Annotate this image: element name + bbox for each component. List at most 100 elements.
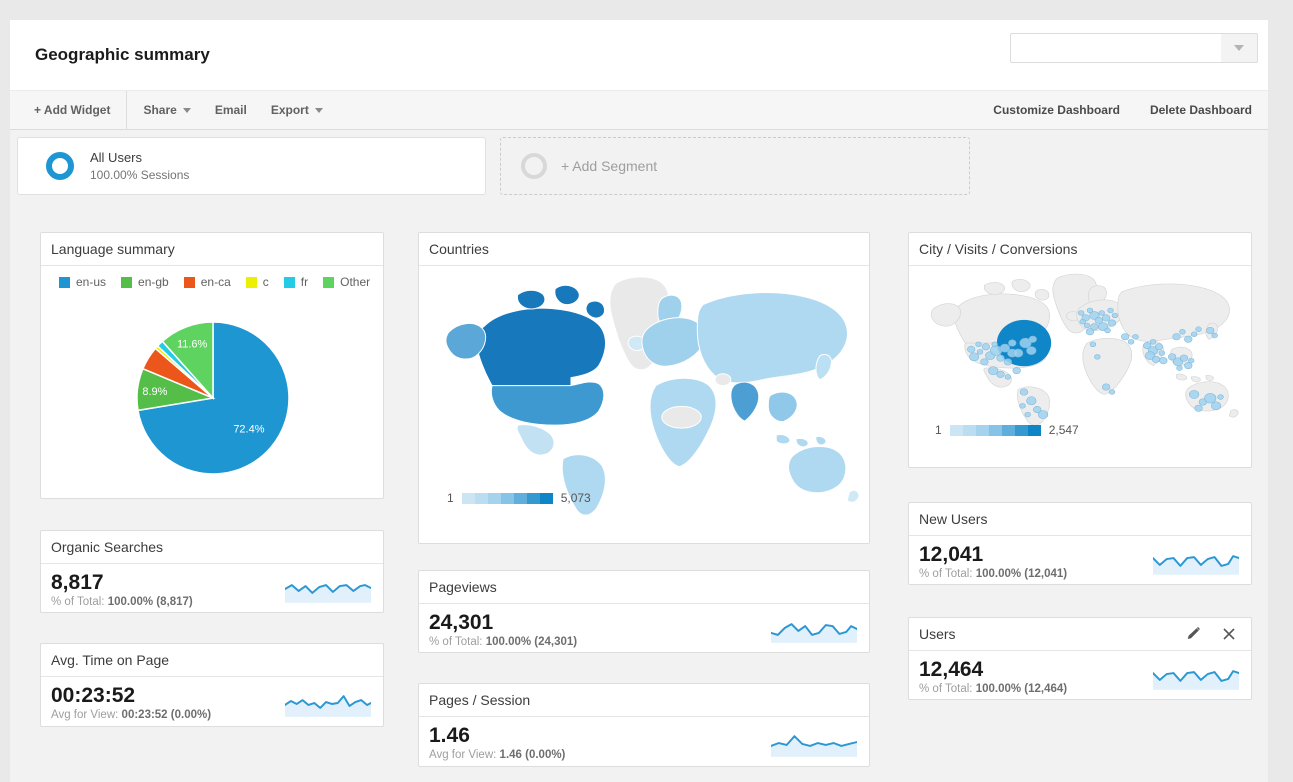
- edit-widget-icon[interactable]: [1185, 626, 1201, 642]
- scale-max-label: 5,073: [560, 491, 591, 505]
- metric-value: 1.46: [429, 724, 470, 747]
- scale-cell: [500, 492, 514, 504]
- sparkline-chart: [1153, 670, 1239, 690]
- caption-label: % of Total:: [919, 683, 973, 695]
- pie-legend: en-us en-gb en-ca c fr Other: [41, 266, 383, 289]
- widget-title: Organic Searches: [51, 539, 164, 555]
- date-range-select[interactable]: [1010, 33, 1258, 63]
- legend-label: en-gb: [138, 275, 169, 289]
- caption-label: Avg for View:: [429, 749, 497, 761]
- export-button[interactable]: Export: [259, 91, 335, 129]
- legend-item[interactable]: c: [245, 275, 269, 289]
- legend-item[interactable]: fr: [283, 275, 309, 289]
- scale-cell: [949, 424, 963, 436]
- widget-header: City / Visits / Conversions: [909, 233, 1251, 266]
- share-label: Share: [143, 103, 177, 117]
- caption-value: 00:23:52 (0.00%): [121, 709, 212, 721]
- scale-cell: [1027, 424, 1041, 436]
- widget-users: Users 12,464 % of Total: 100.00% (12,464…: [908, 617, 1252, 700]
- svg-text:11.6%: 11.6%: [177, 338, 208, 350]
- segment-subtitle: 100.00% Sessions: [90, 168, 190, 182]
- toolbar-divider: [126, 91, 128, 129]
- widget-title: Users: [919, 626, 956, 642]
- countries-choropleth-map[interactable]: [423, 269, 867, 521]
- widget-header: Users: [909, 618, 1251, 651]
- widget-new-users: New Users 12,041 % of Total: 100.00% (12…: [908, 502, 1252, 585]
- legend-item[interactable]: en-gb: [121, 275, 169, 289]
- widget-header-icons: [1185, 626, 1241, 642]
- chevron-down-icon: [314, 107, 323, 113]
- metric-value: 12,464: [919, 658, 984, 681]
- scale-cell: [962, 424, 976, 436]
- widget-title: Language summary: [51, 241, 175, 257]
- metric-caption: % of Total: 100.00% (12,041): [919, 568, 1251, 580]
- widget-header: Pageviews: [419, 571, 869, 604]
- widget-title: City / Visits / Conversions: [919, 241, 1078, 257]
- legend-label: fr: [300, 275, 309, 289]
- caption-label: % of Total:: [919, 568, 973, 580]
- widget-header: Pages / Session: [419, 684, 869, 717]
- segment-all-users[interactable]: All Users 100.00% Sessions: [17, 137, 486, 195]
- email-label: Email: [214, 103, 247, 117]
- legend-item[interactable]: en-us: [59, 275, 106, 289]
- email-button[interactable]: Email: [203, 91, 259, 129]
- caption-value: 100.00% (8,817): [107, 596, 193, 608]
- metric-caption: % of Total: 100.00% (8,817): [51, 596, 383, 608]
- add-widget-button[interactable]: + Add Widget: [22, 91, 122, 129]
- add-segment-ring-icon: [521, 153, 547, 179]
- sparkline-chart: [285, 584, 371, 603]
- scale-cell: [1014, 424, 1028, 436]
- widget-header: New Users: [909, 503, 1251, 536]
- widget-language-summary: Language summary en-us en-gb en-ca c fr Other…: [40, 232, 384, 499]
- delete-dashboard-button[interactable]: Delete Dashboard: [1150, 91, 1252, 129]
- caption-value: 100.00% (24,301): [485, 636, 578, 648]
- scale-cell: [975, 424, 989, 436]
- chevron-down-icon: [1221, 34, 1257, 62]
- city-bubble-map[interactable]: [914, 269, 1244, 429]
- share-button[interactable]: Share: [131, 91, 202, 129]
- metric-caption: Avg for View: 00:23:52 (0.00%): [51, 709, 383, 721]
- city-map-scale: 1 2,547: [935, 423, 1079, 437]
- legend-item[interactable]: Other: [323, 275, 370, 289]
- scale-cell: [988, 424, 1002, 436]
- widget-title: Avg. Time on Page: [51, 652, 170, 668]
- caption-label: % of Total:: [429, 636, 483, 648]
- legend-label: Other: [340, 275, 371, 289]
- widget-title: Pageviews: [429, 579, 497, 595]
- legend-item[interactable]: en-ca: [183, 275, 231, 289]
- svg-text:72.4%: 72.4%: [233, 423, 264, 435]
- widget-avg-time-on-page: Avg. Time on Page 00:23:52 Avg for View:…: [40, 643, 384, 727]
- scale-gradient-bar: [949, 424, 1041, 436]
- scale-cell: [461, 492, 475, 504]
- metric-value: 12,041: [919, 543, 984, 566]
- scale-max-label: 2,547: [1048, 423, 1079, 437]
- legend-swatch: [183, 276, 195, 288]
- caption-value: 100.00% (12,041): [975, 568, 1068, 580]
- customize-dashboard-button[interactable]: Customize Dashboard: [993, 91, 1120, 129]
- metric-value: 24,301: [429, 611, 494, 634]
- caption-value: 1.46 (0.00%): [499, 749, 566, 761]
- action-bar-right: Customize Dashboard Delete Dashboard: [993, 91, 1268, 129]
- widget-title: New Users: [919, 511, 988, 527]
- legend-swatch: [121, 276, 133, 288]
- page-title: Geographic summary: [35, 45, 210, 64]
- dashboard-header: Geographic summary: [10, 20, 1268, 90]
- caption-value: 100.00% (12,464): [975, 683, 1068, 695]
- scale-cell: [474, 492, 488, 504]
- sparkline-chart: [771, 735, 857, 757]
- widget-pages-per-session: Pages / Session 1.46 Avg for View: 1.46 …: [418, 683, 870, 767]
- segment-donut-icon: [46, 152, 74, 180]
- metric-caption: % of Total: 100.00% (24,301): [429, 636, 869, 648]
- widget-header: Language summary: [41, 233, 383, 266]
- caption-label: % of Total:: [51, 596, 105, 608]
- widget-city-visits-conversions: City / Visits / Conversions 1 2,547: [908, 232, 1252, 468]
- sparkline-chart: [1153, 555, 1239, 575]
- dashboard-action-bar: + Add Widget Share Email Export Customiz…: [10, 90, 1268, 130]
- sparkline-chart: [771, 623, 857, 643]
- add-segment-button[interactable]: + Add Segment: [500, 137, 970, 195]
- segment-title: All Users: [90, 150, 143, 165]
- close-widget-icon[interactable]: [1221, 626, 1237, 642]
- scale-cell: [487, 492, 501, 504]
- svg-text:8.9%: 8.9%: [142, 386, 167, 398]
- language-pie-chart[interactable]: 72.4% 8.9% 11.6%: [113, 297, 313, 497]
